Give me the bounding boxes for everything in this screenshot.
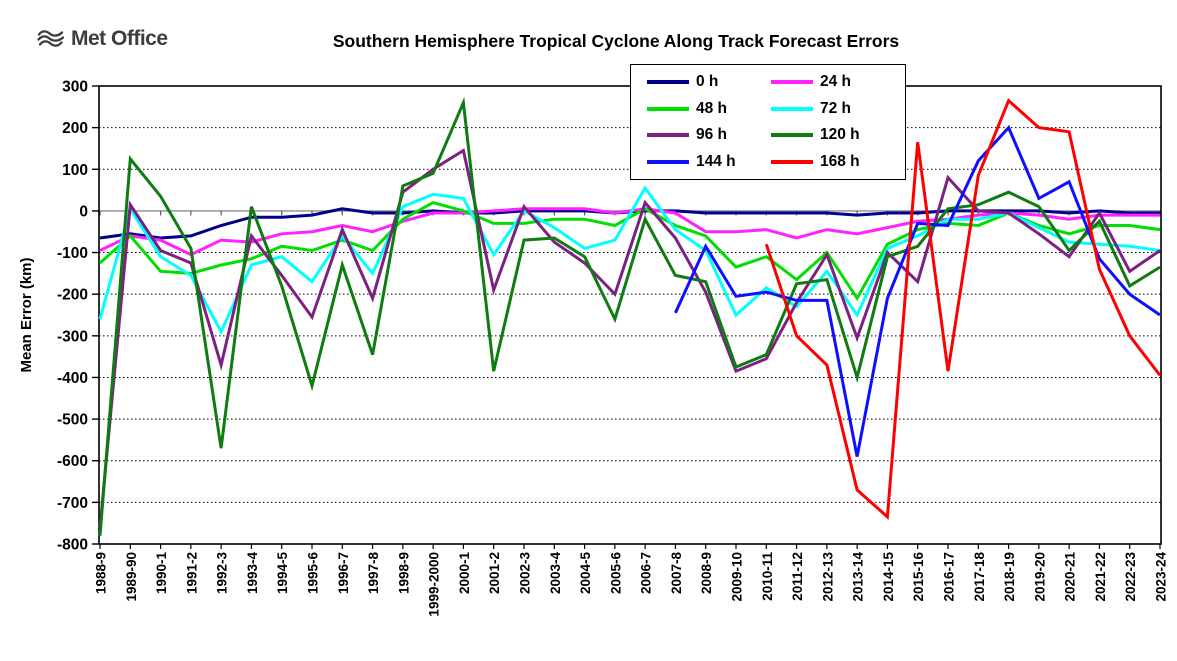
legend-label-120h: 120 h	[820, 126, 860, 144]
x-tick-label-2003-4: 2003-4	[548, 552, 563, 595]
x-tick-label-2021-22: 2021-22	[1093, 552, 1108, 602]
x-tick-label-1990-1: 1990-1	[154, 552, 169, 595]
y-tick-label-0: 0	[79, 203, 88, 220]
y-tick-label--600: -600	[57, 453, 88, 470]
legend-label-72h: 72 h	[820, 99, 852, 117]
legend-label-96h: 96 h	[696, 126, 728, 144]
x-tick-label-2012-13: 2012-13	[820, 552, 835, 602]
x-tick-label-2016-17: 2016-17	[942, 552, 957, 602]
x-tick-label-2011-12: 2011-12	[790, 552, 805, 601]
y-tick-label-300: 300	[62, 79, 88, 96]
y-tick-label-200: 200	[62, 120, 88, 137]
x-tick-label-2017-18: 2017-18	[972, 552, 987, 602]
y-tick-label-100: 100	[62, 162, 88, 179]
x-tick-label-2001-2: 2001-2	[487, 552, 502, 594]
met-office-logo: Met Office	[36, 27, 168, 51]
legend-label-144h: 144 h	[696, 152, 736, 170]
legend-item-96h: 96 h	[647, 126, 771, 144]
met-office-waves-icon	[37, 30, 65, 47]
series-line-48h	[99, 200, 1161, 302]
x-tick-label-2020-21: 2020-21	[1063, 552, 1078, 602]
series-line-144h	[674, 124, 1161, 457]
x-tick-label-1989-90: 1989-90	[124, 552, 139, 602]
y-tick-label--400: -400	[57, 370, 88, 387]
legend: 0 h 24 h 48 h 72 h 96 h 120 h 144 h 168	[630, 64, 906, 180]
legend-item-48h: 48 h	[647, 100, 771, 118]
legend-item-144h: 144 h	[647, 153, 771, 171]
x-tick-label-2023-24: 2023-24	[1154, 552, 1169, 602]
x-tick-label-1999-2000: 1999-2000	[427, 552, 442, 617]
x-tick-label-1998-9: 1998-9	[396, 552, 411, 594]
series-line-72h	[98, 185, 1161, 336]
legend-item-168h: 168 h	[771, 153, 895, 171]
series-line-96h	[98, 148, 1161, 528]
x-tick-label-2002-3: 2002-3	[518, 552, 533, 595]
y-tick-label--200: -200	[57, 287, 88, 304]
x-tick-label-1996-7: 1996-7	[336, 552, 351, 594]
y-tick-label--500: -500	[57, 412, 88, 429]
x-tick-label-1991-2: 1991-2	[184, 552, 199, 594]
legend-swatch-120h	[771, 133, 813, 138]
x-tick-label-1995-6: 1995-6	[306, 552, 321, 595]
legend-label-24h: 24 h	[820, 73, 852, 91]
legend-item-0h: 0 h	[647, 73, 771, 91]
y-tick-label--300: -300	[57, 328, 88, 345]
legend-swatch-144h	[647, 159, 689, 164]
y-tick-label--700: -700	[57, 495, 88, 512]
x-tick-label-2008-9: 2008-9	[699, 552, 714, 594]
series-line-168h	[764, 98, 1162, 521]
x-tick-label-2010-11: 2010-11	[760, 552, 775, 601]
x-tick-label-2009-10: 2009-10	[730, 552, 745, 602]
legend-item-120h: 120 h	[771, 126, 895, 144]
legend-swatch-96h	[647, 133, 689, 138]
legend-label-168h: 168 h	[820, 152, 860, 170]
legend-label-0h: 0 h	[696, 73, 719, 91]
x-tick-label-2005-6: 2005-6	[608, 552, 623, 595]
legend-swatch-72h	[771, 106, 813, 111]
y-tick-label--100: -100	[57, 245, 88, 262]
x-tick-label-2013-14: 2013-14	[851, 552, 866, 602]
legend-swatch-24h	[771, 80, 813, 85]
series-line-24h	[99, 207, 1160, 257]
x-tick-label-1993-4: 1993-4	[245, 552, 260, 595]
x-tick-label-2004-5: 2004-5	[578, 552, 593, 595]
y-tick-label--800: -800	[57, 537, 88, 554]
x-tick-label-2000-1: 2000-1	[457, 552, 472, 595]
x-tick-label-1988-9: 1988-9	[94, 552, 109, 594]
x-tick-label-2006-7: 2006-7	[639, 552, 654, 594]
legend-item-24h: 24 h	[771, 73, 895, 91]
x-tick-label-1992-3: 1992-3	[215, 552, 230, 595]
x-tick-label-2022-23: 2022-23	[1123, 552, 1138, 602]
legend-swatch-168h	[771, 159, 813, 164]
y-axis-label: Mean Error (km)	[18, 257, 35, 372]
x-tick-label-2018-19: 2018-19	[1002, 552, 1017, 602]
legend-swatch-0h	[647, 80, 689, 85]
chart-title: Southern Hemisphere Tropical Cyclone Alo…	[332, 31, 900, 51]
x-tick-label-1994-5: 1994-5	[275, 552, 290, 595]
x-tick-label-2007-8: 2007-8	[669, 552, 684, 595]
legend-label-48h: 48 h	[696, 99, 728, 117]
met-office-wordmark: Met Office	[71, 27, 168, 50]
x-tick-label-2014-15: 2014-15	[881, 552, 896, 602]
series-line-120h	[98, 96, 1161, 536]
x-tick-label-2019-20: 2019-20	[1032, 552, 1047, 602]
legend-swatch-48h	[647, 106, 689, 111]
x-tick-label-1997-8: 1997-8	[366, 552, 381, 595]
x-tick-label-2015-16: 2015-16	[911, 552, 926, 602]
legend-item-72h: 72 h	[771, 100, 895, 118]
